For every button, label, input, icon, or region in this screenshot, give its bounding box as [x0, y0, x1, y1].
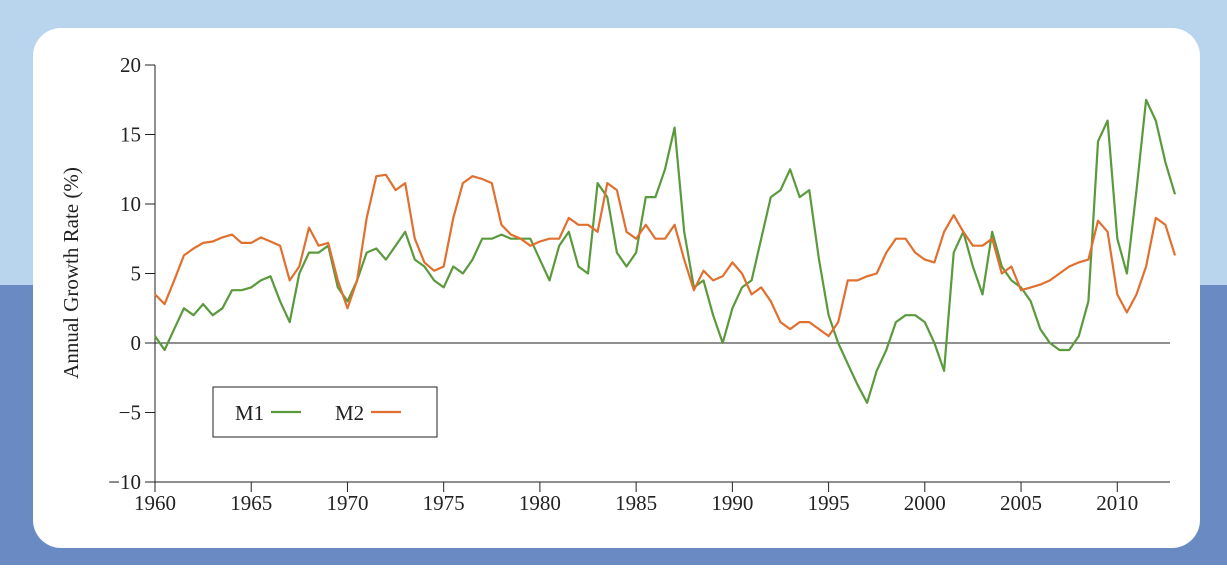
x-tick-label: 1990 [711, 491, 753, 515]
line-series [154, 173, 1177, 338]
y-tick-label: 20 [120, 53, 141, 77]
y-tick-label: −10 [108, 470, 141, 494]
x-tick-label: 1960 [134, 491, 176, 515]
y-tick-label: −5 [119, 401, 141, 425]
y-tick-label: 15 [120, 123, 141, 147]
y-tick-label: 10 [120, 192, 141, 216]
x-tick-label: 2000 [904, 491, 946, 515]
legend-label: M1 [235, 401, 264, 425]
x-tick-label: 1985 [615, 491, 657, 515]
x-tick-label: 2005 [1000, 491, 1042, 515]
x-tick-label: 2010 [1096, 491, 1138, 515]
x-tick-label: 1995 [808, 491, 850, 515]
y-axis-label: Annual Growth Rate (%) [59, 167, 83, 379]
x-tick-label: 1980 [519, 491, 561, 515]
x-tick-label: 1975 [423, 491, 465, 515]
y-tick-label: 5 [131, 262, 142, 286]
legend-label: M2 [335, 401, 364, 425]
x-tick-label: 1970 [326, 491, 368, 515]
y-tick-label: 0 [131, 331, 142, 355]
x-tick-label: 1965 [230, 491, 272, 515]
